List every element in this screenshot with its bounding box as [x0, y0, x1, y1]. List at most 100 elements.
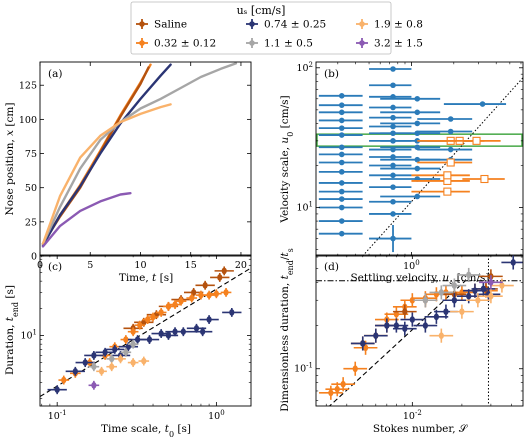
data-point	[443, 308, 449, 315]
data-point	[480, 285, 486, 293]
data-point	[117, 355, 124, 363]
data-point	[125, 343, 131, 351]
panel-label: (d)	[324, 261, 339, 273]
data-point	[150, 313, 156, 321]
y-tick-label: 102	[296, 61, 313, 74]
y-axis-label: Velocity scale, u0 [cm/s]	[279, 95, 295, 223]
data-point	[229, 309, 235, 316]
data-point	[488, 292, 494, 300]
data-point	[433, 313, 439, 321]
y-tick-label: 50	[25, 183, 37, 194]
y-tick-label: 101	[296, 201, 313, 214]
data-point	[390, 123, 396, 130]
data-point	[393, 310, 399, 318]
x-tick-label: 10	[134, 260, 146, 271]
data-point	[91, 381, 97, 389]
data-point	[338, 117, 345, 124]
legend-item: Saline	[136, 19, 187, 31]
data-point	[402, 308, 408, 315]
data-point	[130, 359, 136, 366]
data-point	[459, 308, 465, 315]
data-point	[390, 154, 396, 160]
data-point	[438, 332, 444, 339]
data-point	[193, 325, 200, 332]
legend-label: 3.2 ± 1.5	[374, 38, 423, 50]
data-point	[202, 281, 208, 289]
data-point	[206, 316, 212, 323]
data-point	[338, 125, 345, 131]
data-point	[338, 230, 345, 237]
panel-label: (b)	[324, 68, 339, 80]
data-point	[414, 193, 421, 200]
legend-item: 1.1 ± 0.5	[246, 38, 313, 50]
data-point	[446, 158, 455, 167]
legend-label: Saline	[154, 19, 187, 31]
y-tick-label: 10-1	[294, 362, 313, 375]
data-point	[72, 368, 78, 375]
data-point	[390, 162, 396, 169]
legend-item: 3.2 ± 1.5	[356, 38, 423, 50]
data-point	[390, 82, 396, 89]
y-tick-label: 75	[25, 149, 37, 160]
data-point	[390, 184, 396, 190]
data-point	[466, 271, 472, 279]
data-point	[123, 336, 129, 343]
data-point	[390, 172, 396, 179]
y-axis-label: Duration, tend [s]	[4, 285, 20, 375]
data-point	[340, 380, 346, 388]
data-point	[82, 359, 88, 366]
plot-area	[40, 266, 251, 398]
axes-frame	[315, 61, 524, 257]
data-point	[352, 365, 358, 373]
data-point	[338, 204, 345, 211]
data-point	[221, 267, 227, 275]
series-line	[41, 63, 172, 247]
y-tick-label: 25	[25, 217, 37, 228]
data-point	[447, 116, 454, 122]
data-point	[109, 363, 115, 371]
data-point	[390, 198, 396, 205]
data-point	[443, 171, 452, 180]
data-point	[158, 309, 164, 316]
panel-label: (c)	[48, 261, 62, 273]
data-point	[480, 174, 489, 184]
data-point	[146, 336, 153, 343]
y-tick-label: 125	[19, 81, 37, 92]
data-point	[338, 151, 345, 158]
x-tick-label: 100	[403, 259, 420, 272]
plot-area	[316, 255, 523, 406]
data-point	[141, 357, 147, 365]
data-point	[390, 66, 396, 72]
series-line	[41, 62, 238, 245]
x-axis-label: Time scale, t0 [s]	[101, 423, 191, 439]
data-point	[112, 346, 118, 353]
legend-marker-dot	[249, 21, 255, 27]
data-point	[338, 109, 345, 116]
panel-label: (a)	[48, 68, 62, 80]
panel-d-dimensionless-duration: 10-2 10-1 (d) Stokes number, 𝒮 Dimensionless…	[279, 248, 524, 435]
data-point	[338, 132, 345, 138]
data-point	[414, 109, 421, 116]
data-point	[91, 352, 97, 359]
legend-marker-dot	[359, 40, 365, 46]
data-point	[472, 136, 481, 145]
data-point	[217, 274, 223, 281]
legend-label: 0.32 ± 0.12	[154, 38, 216, 50]
data-point	[54, 386, 60, 394]
plot-area	[316, 66, 523, 256]
legend-marker-dot	[139, 21, 145, 27]
data-point	[360, 340, 366, 347]
data-point	[328, 389, 334, 397]
data-point	[213, 290, 219, 298]
data-point	[390, 114, 396, 121]
legend-item: 0.32 ± 0.12	[136, 38, 216, 50]
data-point	[61, 376, 67, 384]
data-point	[479, 101, 486, 107]
reference-line	[362, 77, 523, 256]
x-tick-label: 10-1	[48, 409, 67, 422]
data-point	[390, 235, 396, 242]
data-point	[102, 349, 108, 356]
legend-label: 1.9 ± 0.8	[374, 19, 423, 31]
